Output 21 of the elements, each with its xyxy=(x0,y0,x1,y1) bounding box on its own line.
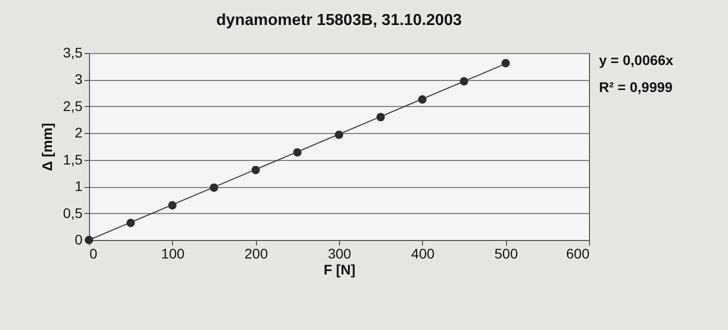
y-tick-label: 3,5 xyxy=(63,44,83,60)
text: R² = 0,9999 xyxy=(599,79,673,95)
y-tick-label: 2 xyxy=(74,124,83,141)
x-tick-label: 0 xyxy=(90,246,98,262)
x-tick-label: 400 xyxy=(411,246,435,262)
y-tick-label: 3 xyxy=(74,71,83,88)
point xyxy=(501,58,510,68)
y-tick-label: 0,5 xyxy=(63,204,83,221)
x-tick-label: 500 xyxy=(494,246,518,262)
y-tick-label: 2,5 xyxy=(63,98,83,114)
x-tick-label: 100 xyxy=(161,246,185,262)
y-axis-title: Δ [mm] xyxy=(39,122,56,172)
y-tick-label: 1 xyxy=(74,178,83,194)
y-tick-label: 1,5 xyxy=(63,151,83,168)
chart-title: dynamometr 15803B, 31.10.2003 xyxy=(216,12,462,29)
x-axis-title: F [N] xyxy=(324,262,356,278)
x-tick-label: 300 xyxy=(328,246,352,262)
x-tick-label: 600 xyxy=(566,246,590,262)
y-tick-label: 0 xyxy=(74,232,83,248)
text: y = 0,0066x xyxy=(599,52,674,68)
x-tick-label: 200 xyxy=(244,246,268,262)
